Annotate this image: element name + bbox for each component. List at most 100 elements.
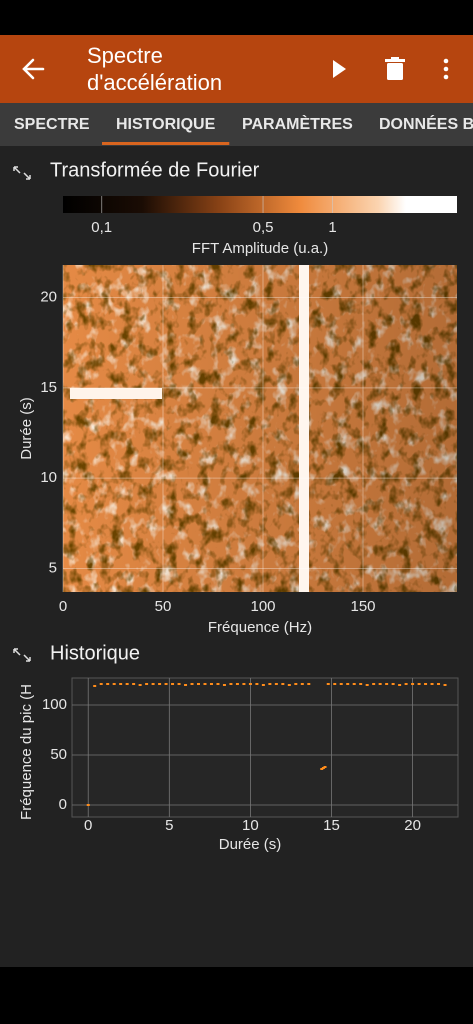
y-tick-label: 100 xyxy=(42,696,67,713)
colorbar-tick-label: 0,1 xyxy=(91,219,112,236)
x-tick-label: 0 xyxy=(84,817,92,834)
x-tick-label: 5 xyxy=(165,817,173,834)
data-point xyxy=(372,683,376,685)
x-tick-label: 150 xyxy=(350,598,375,615)
expand-button[interactable] xyxy=(13,648,31,662)
data-point xyxy=(359,683,363,685)
data-point xyxy=(216,683,220,685)
data-point xyxy=(398,684,402,686)
data-point xyxy=(177,683,181,685)
data-point xyxy=(339,683,343,685)
data-point xyxy=(323,766,327,768)
back-button[interactable] xyxy=(22,58,45,80)
data-point xyxy=(333,683,337,685)
x-tick-label: 50 xyxy=(155,598,172,615)
delete-button[interactable] xyxy=(385,57,405,80)
data-point xyxy=(86,804,90,806)
x-tick-label: 10 xyxy=(242,817,259,834)
data-point xyxy=(235,683,239,685)
data-point xyxy=(385,683,389,685)
y-tick-label: 20 xyxy=(40,288,57,305)
data-point xyxy=(268,683,272,685)
peak-streak xyxy=(70,388,162,399)
data-point xyxy=(424,683,428,685)
data-point xyxy=(326,683,330,685)
x-axis-label: Durée (s) xyxy=(219,836,282,853)
navigation-bar xyxy=(0,967,473,1024)
tab[interactable]: DONNÉES B xyxy=(379,114,473,133)
data-point xyxy=(184,684,188,686)
data-point xyxy=(255,683,259,685)
colorbar-label: FFT Amplitude (u.a.) xyxy=(192,240,328,257)
data-point xyxy=(119,683,123,685)
data-point xyxy=(248,683,252,685)
data-point xyxy=(307,683,311,685)
section-title: Historique xyxy=(50,642,140,664)
data-point xyxy=(365,684,369,686)
data-point xyxy=(352,683,356,685)
data-point xyxy=(430,683,434,685)
data-point xyxy=(261,684,265,686)
tab[interactable]: SPECTRE xyxy=(14,116,90,133)
y-tick-label: 15 xyxy=(40,379,57,396)
data-point xyxy=(209,683,213,685)
spectrogram-shade xyxy=(63,265,457,592)
x-tick-label: 0 xyxy=(59,598,67,615)
data-point xyxy=(242,683,246,685)
y-tick-label: 0 xyxy=(59,796,67,813)
data-point xyxy=(158,683,162,685)
app-title: Spectre xyxy=(87,43,163,68)
data-point xyxy=(417,683,421,685)
data-point xyxy=(321,767,325,769)
data-point xyxy=(320,768,324,770)
x-tick-label: 20 xyxy=(404,817,421,834)
tab-bar xyxy=(0,103,473,146)
data-point xyxy=(222,684,226,686)
colorbar-tick-label: 1 xyxy=(328,219,336,236)
data-point xyxy=(274,683,278,685)
y-axis-label: Durée (s) xyxy=(18,397,35,460)
x-tick-label: 100 xyxy=(250,598,275,615)
data-point xyxy=(171,683,175,685)
tab[interactable]: HISTORIQUE xyxy=(116,116,216,133)
data-point xyxy=(378,683,382,685)
data-point xyxy=(404,683,408,685)
data-point xyxy=(93,685,97,687)
colorbar-tick-label: 0,5 xyxy=(253,219,274,236)
data-point xyxy=(300,683,304,685)
data-point xyxy=(99,683,103,685)
tab-indicator xyxy=(102,142,230,145)
data-point xyxy=(132,683,136,685)
data-point xyxy=(411,683,415,685)
peak-line xyxy=(299,265,309,592)
menu-button[interactable] xyxy=(443,58,449,80)
data-point xyxy=(151,683,155,685)
data-point xyxy=(294,683,298,685)
data-point xyxy=(164,683,168,685)
status-bar xyxy=(0,0,473,35)
data-point xyxy=(443,684,447,686)
data-point xyxy=(346,683,350,685)
expand-button[interactable] xyxy=(13,166,31,180)
data-point xyxy=(106,683,110,685)
x-tick-label: 15 xyxy=(323,817,340,834)
play-button[interactable] xyxy=(333,60,346,78)
data-point xyxy=(281,683,285,685)
plot-area xyxy=(71,677,459,818)
tab[interactable]: PARAMÈTRES xyxy=(242,114,353,133)
y-tick-label: 10 xyxy=(40,469,57,486)
y-tick-label: 5 xyxy=(49,559,57,576)
data-point xyxy=(138,684,142,686)
y-axis-label: Fréquence du pic (H xyxy=(18,684,35,820)
app-title: d'accélération xyxy=(87,70,222,95)
section-title: Transformée de Fourier xyxy=(50,159,260,181)
data-point xyxy=(190,683,194,685)
data-point xyxy=(391,683,395,685)
data-point xyxy=(203,683,207,685)
data-point xyxy=(112,683,116,685)
data-point xyxy=(437,683,441,685)
data-point xyxy=(287,684,291,686)
data-point xyxy=(125,683,129,685)
